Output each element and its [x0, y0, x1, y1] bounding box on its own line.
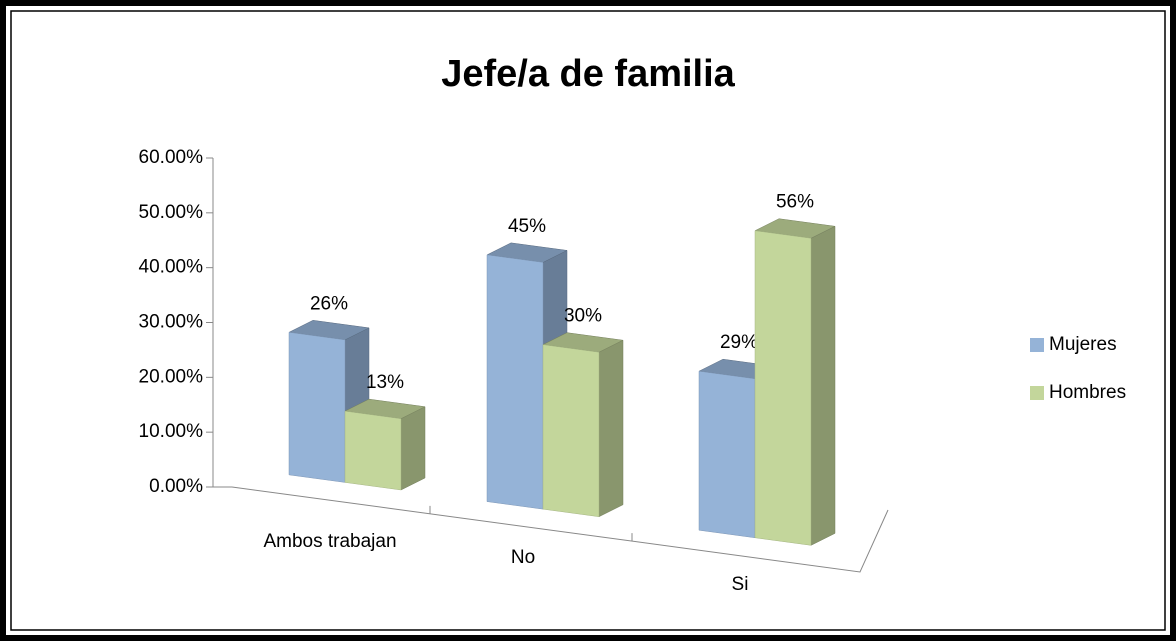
y-tick-label: 30.00%: [139, 312, 204, 333]
bar-side: [400, 406, 426, 491]
legend-swatch: [1030, 338, 1044, 352]
bar-side: [598, 339, 624, 518]
y-tick-label: 0.00%: [149, 476, 203, 497]
legend-label: Hombres: [1049, 382, 1126, 403]
y-tick-label: 40.00%: [139, 257, 204, 278]
y-tick-label: 60.00%: [139, 147, 204, 168]
bar: [698, 370, 756, 539]
y-tick-label: 20.00%: [139, 366, 204, 387]
bar: [542, 344, 600, 518]
x-tick-label: No: [511, 547, 535, 568]
chart-title: Jefe/a de familia: [441, 53, 735, 95]
legend-label: Mujeres: [1049, 334, 1117, 355]
data-label: 56%: [776, 192, 814, 213]
floor: [231, 486, 889, 573]
y-tick-label: 10.00%: [139, 421, 204, 442]
data-label: 29%: [720, 332, 758, 353]
x-tick-label: Si: [732, 574, 749, 595]
data-label: 13%: [366, 372, 404, 393]
bar: [288, 332, 346, 483]
data-label: 26%: [310, 293, 348, 314]
legend-swatch: [1030, 386, 1044, 400]
bar: [486, 254, 544, 510]
x-tick-label: Ambos trabajan: [263, 531, 396, 552]
bar: [344, 410, 402, 491]
data-label: 45%: [508, 216, 546, 237]
bar: [754, 230, 812, 546]
y-tick-label: 50.00%: [139, 202, 204, 223]
data-label: 30%: [564, 306, 602, 327]
inner-frame: [10, 10, 1166, 631]
bar-side: [810, 225, 836, 546]
